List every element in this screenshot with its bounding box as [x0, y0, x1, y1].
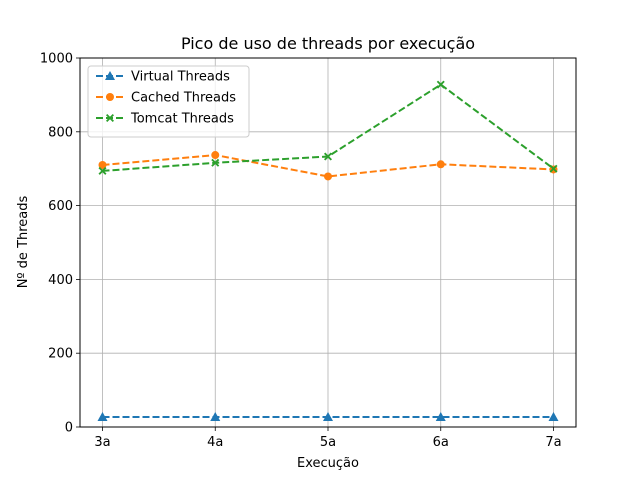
data-point — [106, 93, 114, 101]
data-point — [324, 152, 332, 161]
legend-item: Virtual Threads — [96, 70, 230, 85]
y-tick-label: 600 — [48, 199, 73, 214]
x-tick-label: 5a — [320, 435, 336, 450]
data-point — [98, 166, 107, 175]
series-virtual-threads — [97, 412, 559, 422]
data-point — [323, 412, 333, 422]
x-tick-label: 7a — [545, 435, 561, 450]
data-point — [324, 172, 332, 181]
series-line — [102, 154, 554, 178]
x-tick-label: 4a — [207, 435, 223, 450]
legend-box — [87, 65, 250, 138]
y-tick-label: 0 — [65, 421, 73, 436]
data-point — [105, 71, 115, 80]
series-tomcat-threads — [98, 80, 558, 175]
data-point — [211, 158, 220, 167]
chart-title: Pico de uso de threads por execução — [181, 34, 475, 53]
data-point — [97, 412, 108, 422]
data-point — [548, 412, 559, 422]
y-axis-ticks: 0 200 400 600 800 1000 — [40, 52, 80, 436]
legend: Virtual Threads Cached Threads Tomcat Thre… — [87, 65, 250, 138]
data-point — [210, 412, 221, 422]
data-point — [549, 164, 558, 173]
data-point — [435, 412, 446, 422]
x-axis-ticks: 3a 4a 5a 6a 7a — [94, 427, 562, 450]
data-point — [436, 160, 445, 169]
legend-label: Tomcat Threads — [130, 112, 234, 127]
y-tick-label: 1000 — [40, 52, 73, 67]
data-point — [211, 151, 220, 160]
legend-label: Virtual Threads — [131, 70, 230, 85]
y-tick-label: 800 — [48, 125, 73, 140]
legend-label: Cached Threads — [131, 91, 236, 106]
x-tick-label: 3a — [94, 435, 110, 450]
legend-item: Cached Threads — [96, 91, 236, 106]
data-point — [98, 161, 107, 170]
y-tick-label: 400 — [48, 273, 73, 288]
x-axis-label: Execução — [297, 456, 359, 471]
y-tick-label: 200 — [48, 347, 73, 362]
data-point — [436, 80, 445, 89]
series-layer — [97, 80, 559, 422]
y-axis-label: Nº de Threads — [16, 195, 31, 288]
x-tick-label: 6a — [433, 435, 449, 450]
data-point — [106, 114, 114, 122]
legend-item: Tomcat Threads — [96, 112, 234, 127]
